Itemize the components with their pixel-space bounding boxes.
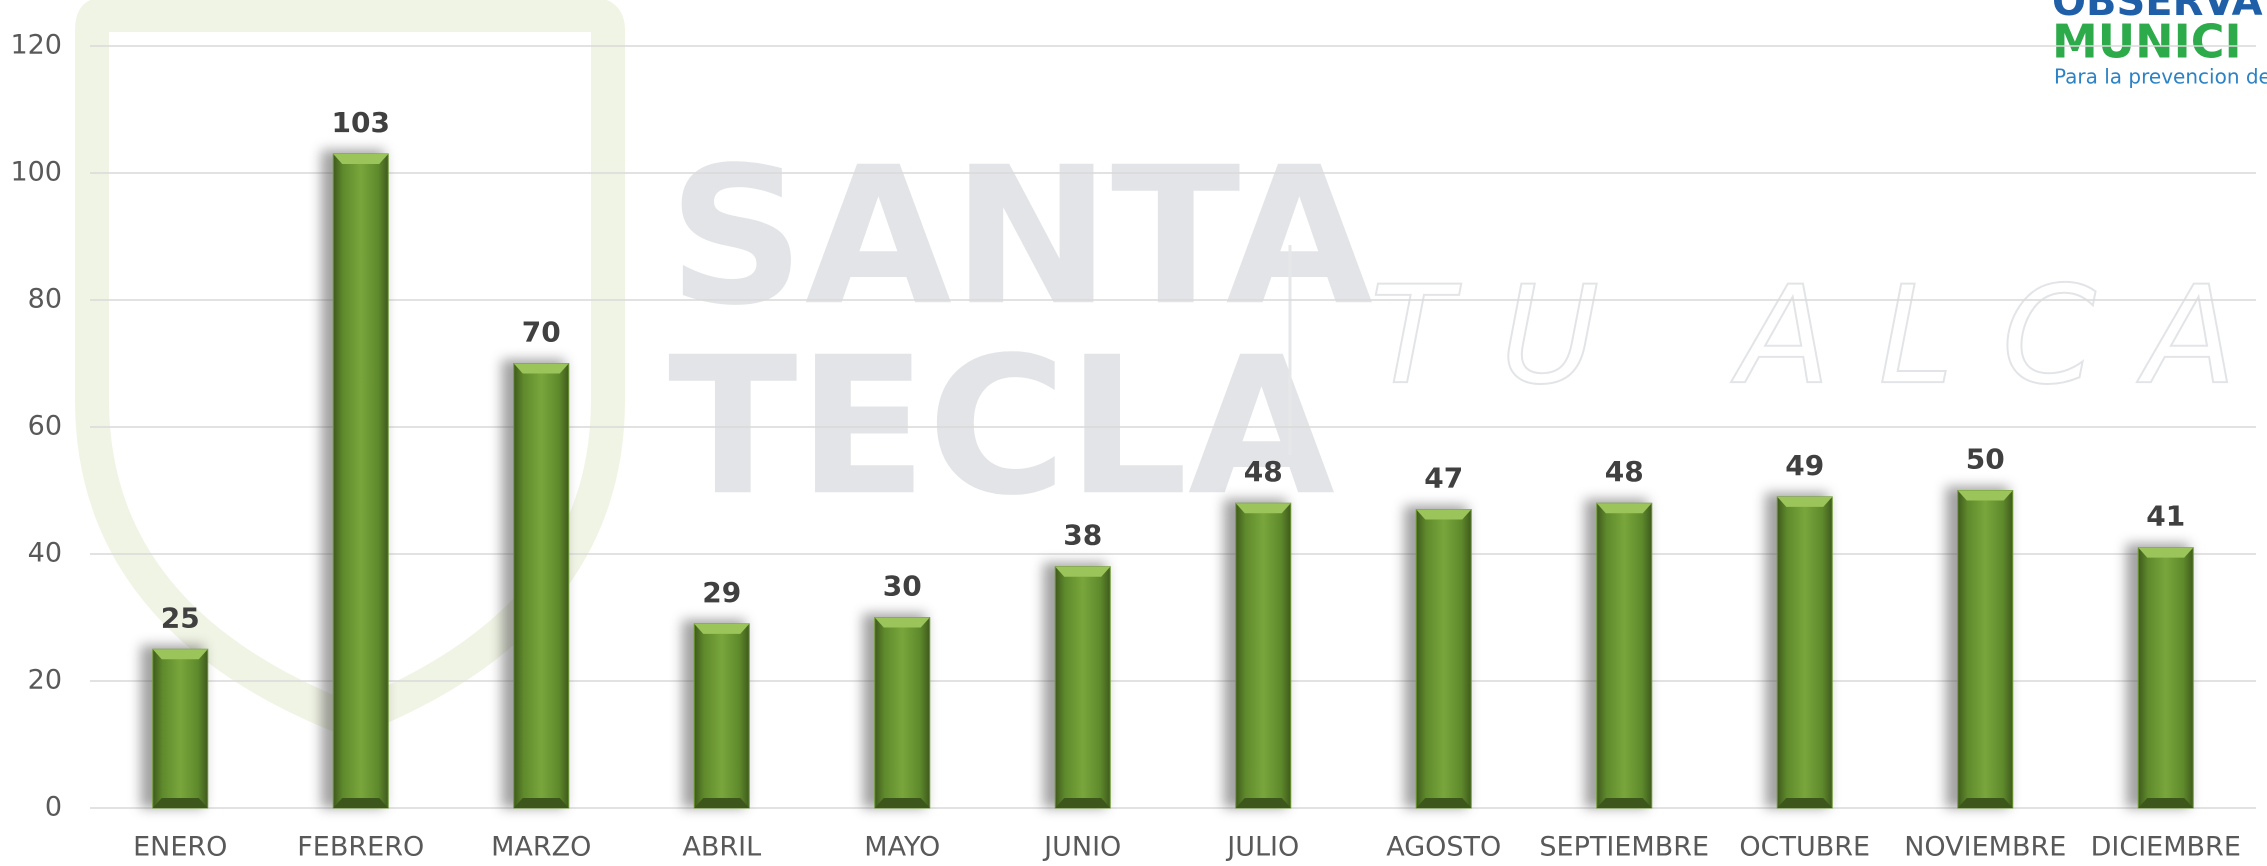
x-tick-label: JULIO	[1225, 832, 1299, 863]
bar	[152, 648, 209, 809]
y-tick-label: 60	[28, 411, 62, 442]
bar-bevel	[333, 153, 389, 164]
bar-bevel	[1777, 798, 1833, 808]
bar	[1235, 502, 1292, 809]
bar-bevel	[2138, 798, 2194, 808]
data-label: 50	[1966, 443, 2005, 476]
bar-bevel	[152, 798, 208, 808]
watermark-tagline: TU ALCALDÍA	[1370, 256, 2267, 414]
data-label: 38	[1063, 519, 1102, 552]
x-tick-label: AGOSTO	[1386, 832, 1501, 863]
bar	[874, 617, 931, 809]
bar-bevel	[513, 798, 569, 808]
x-tick-label: NOVIEMBRE	[1904, 832, 2066, 863]
data-label: 48	[1605, 455, 1644, 488]
data-label: 29	[702, 576, 741, 609]
x-tick-label: MARZO	[491, 832, 591, 863]
logo: OBSERVAT MUNICI Para la prevencion de	[2052, 0, 2267, 89]
bar-bevel	[1596, 798, 1652, 808]
x-tick-label: SEPTIEMBRE	[1539, 832, 1709, 863]
bar-bevel	[513, 363, 569, 374]
bar	[1596, 502, 1653, 809]
data-label: 25	[161, 601, 200, 634]
bar-bevel	[1416, 798, 1472, 808]
logo-text: MUNICI	[2052, 15, 2242, 69]
bar-bevel	[874, 617, 930, 628]
bar	[1776, 496, 1833, 809]
data-label: 49	[1785, 449, 1824, 482]
x-tick-label: FEBRERO	[297, 832, 424, 863]
data-label: 30	[883, 570, 922, 603]
x-tick-label: DICIEMBRE	[2091, 832, 2241, 863]
data-label: 47	[1424, 462, 1463, 495]
x-tick-label: JUNIO	[1042, 832, 1121, 863]
bar-bevel	[2138, 547, 2194, 558]
x-tick-label: ABRIL	[682, 832, 761, 863]
watermark: SANTA TECLA TU ALCALDÍA	[75, 0, 2267, 739]
bar	[1957, 490, 2014, 809]
bar-bevel	[1596, 503, 1652, 514]
bar-bevel	[874, 798, 930, 808]
data-label: 70	[522, 316, 561, 349]
bar	[1054, 566, 1111, 809]
bar-bevel	[333, 798, 389, 808]
bar-bevel	[1235, 798, 1291, 808]
y-tick-label: 40	[28, 538, 62, 569]
bar-bevel	[1777, 496, 1833, 507]
bar-bevel	[1957, 490, 2013, 501]
bar	[693, 623, 750, 809]
bar-bevel	[1055, 566, 1111, 577]
logo-text: OBSERVAT	[2052, 0, 2267, 25]
bar-bevel	[152, 649, 208, 660]
bar-bevel	[1957, 798, 2013, 808]
bar-bevel	[1416, 509, 1472, 520]
bar-bevel	[694, 798, 750, 808]
watermark-text: SANTA	[668, 126, 1373, 347]
bar-bevel	[1055, 798, 1111, 808]
y-tick-label: 120	[10, 30, 62, 61]
data-label: 41	[2146, 500, 2185, 533]
bar	[1415, 509, 1472, 809]
y-tick-label: 20	[28, 665, 62, 696]
bar	[2137, 547, 2194, 809]
y-tick-label: 100	[10, 157, 62, 188]
data-label: 48	[1244, 455, 1283, 488]
y-tick-label: 0	[45, 792, 62, 823]
logo-text: Para la prevencion de	[2054, 65, 2267, 89]
data-label: 103	[332, 106, 390, 139]
x-tick-label: MAYO	[864, 832, 940, 863]
bar-bevel	[1235, 503, 1291, 514]
bar	[513, 363, 570, 809]
x-tick-label: OCTUBRE	[1739, 832, 1870, 863]
bar	[332, 153, 389, 809]
x-tick-label: ENERO	[133, 832, 227, 863]
y-tick-label: 80	[28, 284, 62, 315]
bar-bevel	[694, 623, 750, 634]
